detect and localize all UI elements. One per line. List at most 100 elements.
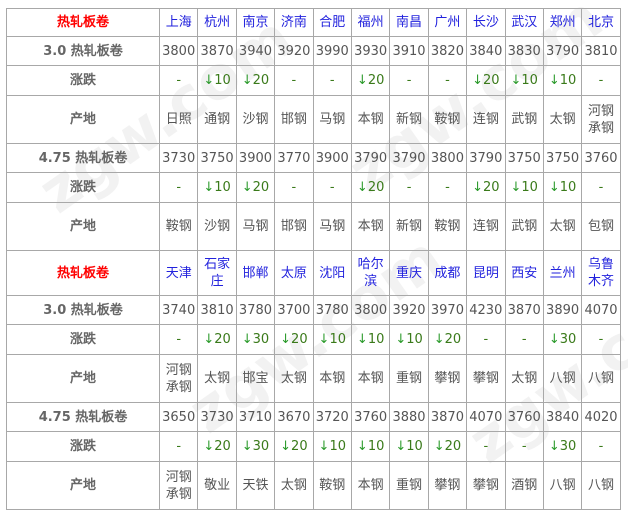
price-cell: 3760 (581, 143, 621, 173)
origin-cell: 攀钢 (427, 461, 468, 510)
table-row: 涨跌 - ↓10 ↓20- - ↓20- - ↓20 ↓10 ↓10- (6, 172, 621, 203)
down-arrow-icon: ↓ (241, 180, 253, 195)
down-arrow-icon: ↓ (433, 332, 445, 347)
change-cell: ↓10 (312, 324, 352, 355)
change-cell: ↓10 (389, 431, 429, 462)
change-cell: ↓20 (197, 431, 237, 462)
change-cell: ↓10 (389, 324, 429, 355)
change-cell: ↓30 (235, 324, 276, 355)
change-cell: - (504, 324, 544, 355)
down-arrow-icon: ↓ (356, 180, 368, 195)
down-arrow-icon: ↓ (548, 439, 560, 454)
change-cell: ↓20 (427, 324, 468, 355)
origin-cell: 本钢 (350, 354, 391, 403)
price-cell: 3780 (235, 295, 276, 325)
change-cell: - (274, 65, 314, 96)
origin-cell: 重钢 (389, 461, 429, 510)
down-arrow-icon: ↓ (356, 439, 368, 454)
origin-cell: 鞍钢 (427, 95, 468, 144)
origin-cell: 本钢 (350, 202, 391, 251)
origin-cell: 沙钢 (235, 95, 276, 144)
change-cell: - (581, 431, 621, 462)
city-header: 西安 (504, 250, 544, 296)
origin-cell: 八钢 (581, 461, 621, 510)
origin-cell: 邯钢 (274, 95, 314, 144)
down-arrow-icon: ↓ (280, 332, 292, 347)
origin-cell: 包钢 (581, 202, 621, 251)
change-cell: ↓10 (312, 431, 352, 462)
change-cell: ↓10 (197, 172, 237, 203)
change-cell: ↓10 (504, 65, 544, 96)
change-cell: - (312, 65, 352, 96)
price-cell: 3870 (427, 402, 468, 432)
price-table: 热轧板卷 上海 杭州 南京 济南 合肥 福州 南昌 广州 长沙 武汉 郑州 北京 3.0 热轧板卷 3800… (6, 8, 621, 510)
city-header: 兰州 (542, 250, 583, 296)
price-cell: 3910 (389, 36, 429, 66)
change-cell: - (158, 324, 199, 355)
origin-cell: 本钢 (350, 461, 391, 510)
change-cell: - (274, 172, 314, 203)
price-cell: 3800 (158, 36, 199, 66)
change-value: 30 (252, 439, 270, 454)
origin-cell: 马钢 (312, 95, 352, 144)
origin-cell: 天铁 (235, 461, 276, 510)
change-value: 10 (329, 439, 346, 454)
change-value: 20 (367, 180, 385, 195)
change-cell: - (466, 431, 506, 462)
row-label: 4.75 热轧板卷 (6, 143, 160, 173)
change-cell: - (504, 431, 544, 462)
table-row: 产地 河钢承钢 太钢 邯宝 太钢 本钢 本钢 重钢 攀钢 攀钢 太钢 八钢 八钢 (6, 354, 621, 403)
price-cell: 3800 (350, 295, 391, 325)
change-cell: ↓10 (350, 324, 391, 355)
price-cell: 3710 (235, 402, 276, 432)
down-arrow-icon: ↓ (241, 332, 253, 347)
price-cell: 3990 (312, 36, 352, 66)
origin-cell: 鞍钢 (158, 202, 199, 251)
city-header: 乌鲁木齐 (581, 250, 621, 296)
city-header: 合肥 (312, 8, 352, 37)
price-cell: 4070 (466, 402, 506, 432)
change-value: 20 (252, 180, 270, 195)
change-cell: ↓10 (197, 65, 237, 96)
city-header: 长沙 (466, 8, 506, 37)
price-cell: 3700 (274, 295, 314, 325)
price-cell: 3870 (504, 295, 544, 325)
down-arrow-icon: ↓ (203, 180, 215, 195)
origin-cell: 邯钢 (274, 202, 314, 251)
price-cell: 3920 (274, 36, 314, 66)
price-cell: 3870 (197, 36, 237, 66)
change-cell: ↓20 (466, 65, 506, 96)
change-value: 30 (559, 439, 577, 454)
origin-cell: 武钢 (504, 95, 544, 144)
header-row: 热轧板卷 天津 石家庄 邯郸 太原 沈阳 哈尔滨 重庆 成都 昆明 西安 兰州 乌鲁木齐 (6, 250, 621, 296)
change-cell: - (581, 172, 621, 203)
price-cell: 3970 (427, 295, 468, 325)
origin-cell: 武钢 (504, 202, 544, 251)
table-row: 涨跌 - ↓20 ↓30 ↓20 ↓10 ↓10 ↓10 ↓20- - ↓30- (6, 324, 621, 355)
price-cell: 3780 (312, 295, 352, 325)
price-cell: 3790 (389, 143, 429, 173)
change-cell: ↓30 (542, 431, 583, 462)
table-row: 产地 鞍钢 沙钢 马钢 邯钢 马钢 本钢 新钢 鞍钢 连钢 武钢 太钢 包钢 (6, 202, 621, 251)
city-header: 石家庄 (197, 250, 237, 296)
change-cell: ↓20 (466, 172, 506, 203)
origin-cell: 八钢 (581, 354, 621, 403)
change-value: 20 (367, 73, 385, 88)
change-value: 10 (214, 180, 231, 195)
change-cell: - (158, 431, 199, 462)
change-value: 20 (483, 180, 500, 195)
down-arrow-icon: ↓ (203, 439, 215, 454)
city-header: 上海 (158, 8, 199, 37)
origin-cell: 鞍钢 (427, 202, 468, 251)
city-header: 北京 (581, 8, 621, 37)
price-cell: 3790 (542, 36, 583, 66)
change-cell: ↓20 (274, 431, 314, 462)
price-cell: 3880 (389, 402, 429, 432)
origin-cell: 本钢 (350, 95, 391, 144)
section-title: 热轧板卷 (6, 8, 160, 37)
origin-cell: 马钢 (235, 202, 276, 251)
origin-cell: 攀钢 (466, 354, 506, 403)
price-cell: 3750 (197, 143, 237, 173)
origin-cell: 重钢 (389, 354, 429, 403)
origin-cell: 八钢 (542, 461, 583, 510)
